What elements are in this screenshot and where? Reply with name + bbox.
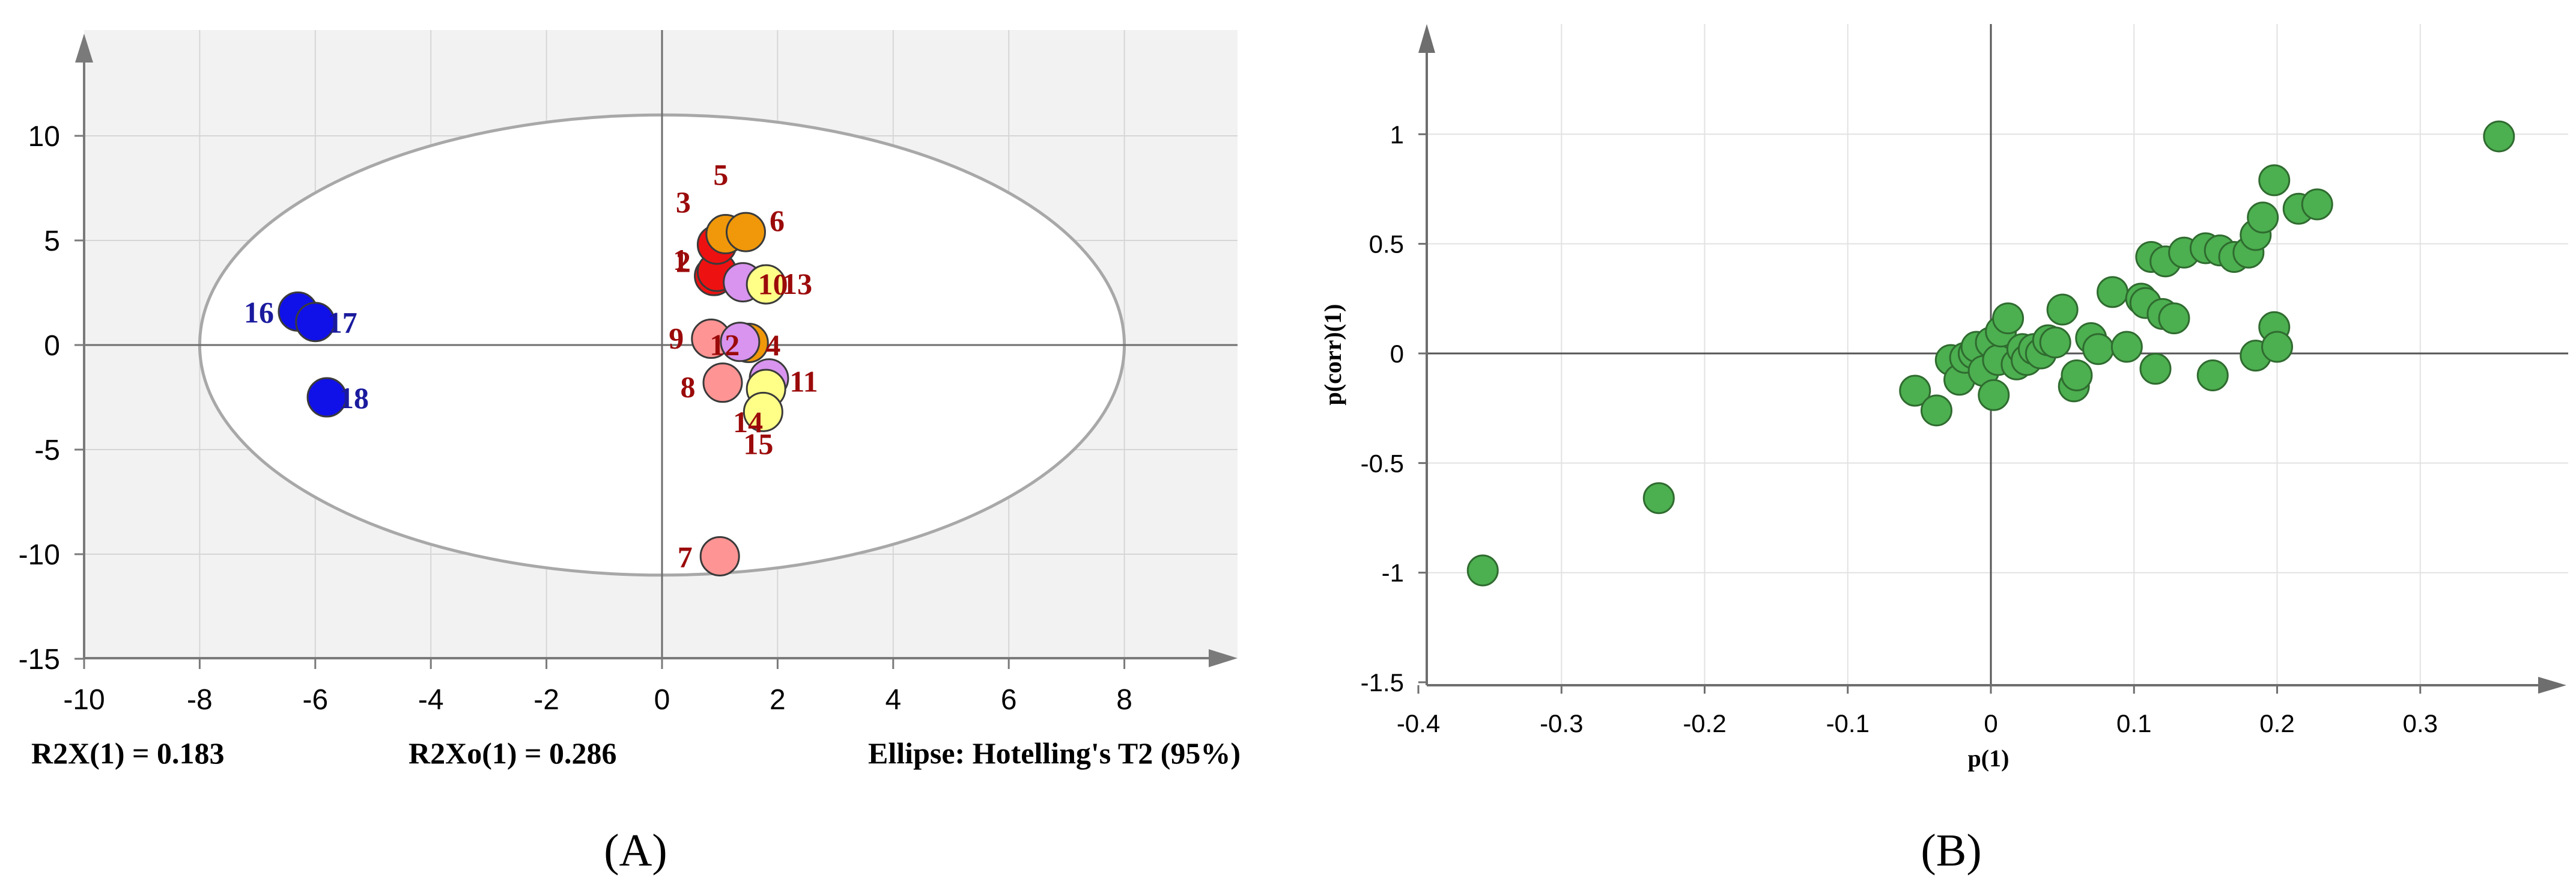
- point-label-12: 12: [709, 328, 740, 362]
- point-label-5: 5: [713, 158, 728, 192]
- score-point-13: [746, 264, 786, 305]
- x-tick-label: 0: [1984, 709, 1997, 738]
- x-tick-label: -10: [63, 684, 105, 716]
- score-point-7: [699, 536, 740, 576]
- x-tick-label: 0: [654, 684, 670, 716]
- score-point-6: [725, 212, 766, 252]
- point-label-15: 15: [743, 427, 773, 460]
- x-axis-arrow: [1209, 649, 1238, 667]
- y-tick-label: 10: [28, 121, 60, 153]
- point-label-8: 8: [681, 370, 696, 404]
- r2xo-annotation: R2Xo(1) = 0.286: [409, 736, 617, 770]
- loading-point-13: [1978, 379, 2010, 411]
- x-tick-label: -2: [533, 684, 559, 716]
- loading-point-3: [2483, 120, 2515, 153]
- x-axis-title: p(1): [1968, 745, 2009, 772]
- data-points: [278, 212, 789, 576]
- loading-point-2: [1642, 482, 1675, 515]
- y-tick-label: 0: [1390, 340, 1404, 368]
- point-label-4: 4: [765, 328, 780, 362]
- axes: [75, 30, 1238, 667]
- score-point-17: [295, 302, 336, 343]
- loading-point-24: [2046, 293, 2079, 326]
- y-tick-label: 5: [44, 225, 60, 257]
- panel-label-a: (A): [604, 825, 667, 876]
- point-label-3: 3: [676, 185, 691, 219]
- y-axis-arrow: [1418, 24, 1435, 53]
- point-label-17: 17: [327, 306, 357, 340]
- point-label-10: 10: [758, 267, 788, 301]
- point-label-13: 13: [782, 267, 812, 301]
- point-label-11: 11: [789, 365, 818, 399]
- data-points: [1466, 120, 2515, 587]
- y-tick-label: 1: [1390, 120, 1404, 148]
- loading-point-51: [2301, 188, 2333, 221]
- x-tick-label: 0.3: [2403, 709, 2438, 738]
- loading-point-37: [2158, 302, 2190, 335]
- point-label-16: 16: [244, 295, 274, 329]
- x-axis-arrow: [2538, 677, 2566, 694]
- point-label-18: 18: [339, 381, 369, 415]
- y-tick-labels: -1.5 -1 -0.5 0 0.5 1: [1361, 120, 1427, 697]
- point-label-7: 7: [678, 540, 693, 573]
- x-tick-label: 6: [1001, 684, 1017, 716]
- loading-point-4: [1899, 374, 1931, 407]
- x-tick-label: 8: [1116, 684, 1132, 716]
- y-tick-label: -10: [19, 539, 60, 571]
- y-tick-label: -15: [19, 644, 60, 676]
- loading-point-28: [2082, 333, 2115, 365]
- score-point-18: [306, 377, 347, 418]
- loading-point-29: [2097, 276, 2129, 308]
- point-label-9: 9: [669, 322, 684, 355]
- x-tick-label: -0.2: [1683, 709, 1726, 738]
- x-tick-label: 0.1: [2116, 709, 2151, 738]
- loading-point-46: [2258, 164, 2291, 197]
- point-label-2: 2: [676, 245, 691, 278]
- x-tick-label: 2: [770, 684, 786, 716]
- loading-point-34: [2139, 353, 2172, 385]
- point-label-14: 14: [733, 405, 763, 439]
- score-point-4: [720, 322, 761, 362]
- x-tick-label: -8: [187, 684, 213, 716]
- loading-point-40: [2196, 359, 2229, 391]
- loading-point-23: [2039, 326, 2071, 359]
- x-tick-label: 0.2: [2259, 709, 2294, 738]
- loading-point-30: [2110, 331, 2143, 363]
- ellipse-annotation: Ellipse: Hotelling's T2 (95%): [868, 736, 1241, 770]
- r2x-annotation: R2X(1) = 0.183: [31, 736, 225, 770]
- loading-point-49: [2261, 331, 2293, 363]
- x-tick-label: -6: [302, 684, 328, 716]
- y-tick-label: 0: [44, 330, 60, 362]
- x-tick-label: -4: [418, 684, 444, 716]
- x-tick-labels: -10 -8 -6 -4 -2 0 2 4 6 8: [63, 658, 1132, 716]
- y-tick-label: 0.5: [1369, 230, 1404, 258]
- loadings-plot: -0.4 -0.3 -0.2 -0.1 0 0.1 0.2 0.3 -1.5 -1 -0.5 0 0.…: [1319, 24, 2568, 876]
- loading-point-26: [2061, 359, 2093, 391]
- y-tick-label: -1: [1382, 559, 1404, 587]
- loading-point-5: [1920, 394, 1952, 427]
- y-axis-title: p(corr)(1): [1319, 304, 1346, 406]
- x-tick-label: -0.1: [1826, 709, 1870, 738]
- point-label-6: 6: [770, 204, 785, 237]
- x-tick-label: -0.4: [1397, 709, 1440, 738]
- score-point-8: [702, 362, 743, 403]
- y-tick-label: -0.5: [1361, 449, 1404, 477]
- y-tick-label: -5: [34, 435, 60, 466]
- loading-point-45: [2247, 201, 2279, 234]
- x-tick-label: 4: [885, 684, 901, 716]
- point-label-1: 1: [673, 243, 688, 276]
- x-tick-labels: -0.4 -0.3 -0.2 -0.1 0 0.1 0.2 0.3: [1397, 685, 2438, 738]
- y-axis-arrow: [75, 34, 93, 63]
- x-tick-label: -0.3: [1540, 709, 1583, 738]
- loading-point-1: [1466, 554, 1499, 587]
- score-point-15: [743, 391, 783, 432]
- loading-point-16: [1992, 302, 2025, 335]
- panel-label-b: (B): [1921, 825, 1981, 876]
- y-tick-labels: -15 -10 -5 0 5 10: [19, 121, 84, 676]
- y-tick-label: -1.5: [1361, 668, 1404, 697]
